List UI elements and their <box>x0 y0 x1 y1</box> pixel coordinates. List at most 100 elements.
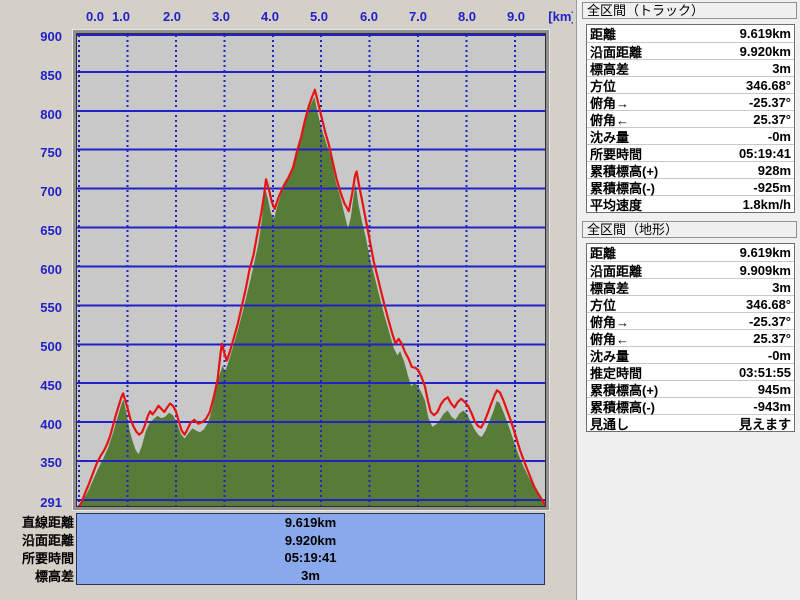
stat-row: 俯角← 25.37° <box>587 329 794 347</box>
x-axis-tick-label: 0.0 <box>85 9 105 24</box>
stat-value: 1.8km/h <box>742 196 791 212</box>
elevation-profile-svg <box>76 33 546 507</box>
stat-label: 沿面距離 <box>590 263 643 279</box>
stat-value: -25.37° <box>748 313 791 329</box>
stat-row: 所要時間 05:19:41 <box>587 144 794 162</box>
stat-row: 沈み量 -0m <box>587 127 794 145</box>
stat-value: 3m <box>772 279 791 295</box>
stat-value: 928m <box>757 162 791 178</box>
chart-frame <box>72 29 550 511</box>
stat-value: 346.68° <box>746 77 791 93</box>
stat-label: 俯角← <box>590 331 630 347</box>
stat-value: 03:51:55 <box>738 364 791 380</box>
stat-label: 推定時間 <box>590 365 643 381</box>
stat-label: 沈み量 <box>590 348 630 364</box>
stat-row: 俯角→ -25.37° <box>587 93 794 111</box>
stat-row: 方位 346.68° <box>587 76 794 94</box>
summary-label: 所要時間 <box>21 551 74 566</box>
stat-label: 俯角→ <box>590 314 630 330</box>
stat-label: 標高差 <box>590 280 630 296</box>
stat-value: 25.37° <box>753 330 791 346</box>
elevation-graph-region: 0.0 1.0 2.0 3.0 4.0 5.0 6.0 7.0 8.0 9.0 … <box>0 9 576 586</box>
y-axis-tick-label: 700 <box>40 184 62 199</box>
stat-row: 見通し 見えます <box>587 414 794 432</box>
stat-row: 沿面距離 9.920km <box>587 42 794 60</box>
x-axis-tick-label: 1.0 <box>111 9 131 24</box>
stat-row: 累積標高(+) 945m <box>587 380 794 398</box>
stat-label: 累積標高(+) <box>590 382 659 398</box>
stat-value: 3m <box>772 60 791 76</box>
track-stats-table: 距離 9.619km 沿面距離 9.920km 標高差 3m 方位 346.68° 俯角… <box>586 24 795 213</box>
elevation-profile-plot[interactable] <box>76 33 546 507</box>
summary-label: 直線距離 <box>21 515 74 530</box>
stat-label: 俯角→ <box>590 95 630 111</box>
stat-value: -943m <box>753 398 791 414</box>
stats-panel: 全区間（トラック） 距離 9.619km 沿面距離 9.920km 標高差 3m 方位… <box>577 0 800 600</box>
stat-value: 9.920km <box>739 43 791 59</box>
stat-value: -25.37° <box>748 94 791 110</box>
track-section-title: 全区間（トラック） <box>582 2 797 19</box>
stat-row: 累積標高(+) 928m <box>587 161 794 179</box>
stat-value: -0m <box>767 128 791 144</box>
terrain-stats-table: 距離 9.619km 沿面距離 9.909km 標高差 3m 方位 346.68° 俯角… <box>586 243 795 432</box>
x-axis-tick-label: 6.0 <box>359 9 379 24</box>
stat-label: 沈み量 <box>590 129 630 145</box>
stat-row: 俯角← 25.37° <box>587 110 794 128</box>
x-axis-tick-label: 9.0 <box>506 9 526 24</box>
stat-value: 9.909km <box>739 262 791 278</box>
stat-row: 方位 346.68° <box>587 295 794 313</box>
stat-label: 沿面距離 <box>590 44 643 60</box>
stat-value: 945m <box>757 381 791 397</box>
stat-value: 25.37° <box>753 111 791 127</box>
stat-label: 累積標高(-) <box>590 399 655 415</box>
x-axis-tick-label: 2.0 <box>162 9 182 24</box>
y-axis-tick-label: 450 <box>40 378 62 393</box>
stat-row: 俯角→ -25.37° <box>587 312 794 330</box>
stat-label: 俯角← <box>590 112 630 128</box>
stat-value: -0m <box>767 347 791 363</box>
stat-value: 見えます <box>738 416 791 432</box>
stat-row: 標高差 3m <box>587 59 794 77</box>
stat-label: 累積標高(-) <box>590 180 655 196</box>
summary-label-column: 直線距離 沿面距離 所要時間 標高差 <box>0 514 74 586</box>
stat-label: 平均速度 <box>590 197 643 213</box>
stat-row: 標高差 3m <box>587 278 794 296</box>
summary-value-distance: 9.619km <box>284 515 337 530</box>
stat-label: 累積標高(+) <box>590 163 659 179</box>
stat-row: 推定時間 03:51:55 <box>587 363 794 381</box>
stat-row: 累積標高(-) -943m <box>587 397 794 415</box>
terrain-section-title: 全区間（地形） <box>582 221 797 238</box>
y-axis-tick-label: 650 <box>40 223 62 238</box>
y-axis-tick-label: 400 <box>40 417 62 432</box>
summary-value-surface-distance: 9.920km <box>284 532 337 548</box>
stat-value: 9.619km <box>739 26 791 41</box>
stat-label: 方位 <box>590 78 617 94</box>
stat-value: 9.619km <box>739 245 791 260</box>
stat-row: 沈み量 -0m <box>587 346 794 364</box>
x-axis-unit-label: [km] <box>548 9 576 24</box>
stat-row: 沿面距離 9.909km <box>587 261 794 279</box>
y-axis-tick-label: 550 <box>40 300 62 315</box>
x-axis-tick-label: 4.0 <box>260 9 280 24</box>
stat-value: -925m <box>753 179 791 195</box>
summary-value-duration: 05:19:41 <box>284 550 337 565</box>
distance-summary-box: 9.619km 9.920km 05:19:41 3m <box>76 513 545 585</box>
summary-label: 標高差 <box>34 569 74 584</box>
stat-row: 平均速度 1.8km/h <box>587 195 794 213</box>
y-axis-tick-label: 500 <box>40 339 62 354</box>
stat-row: 累積標高(-) -925m <box>587 178 794 196</box>
stat-row: 距離 9.619km <box>587 244 794 261</box>
summary-value-elevation-diff: 3m <box>301 567 320 583</box>
y-axis-tick-label: 750 <box>40 145 62 160</box>
y-axis-tick-label: 350 <box>40 455 62 470</box>
y-axis-tick-label: 900 <box>40 29 62 44</box>
y-axis-tick-label: 600 <box>40 262 62 277</box>
x-axis-tick-label: 3.0 <box>211 9 231 24</box>
stat-label: 方位 <box>590 297 617 313</box>
stat-value: 05:19:41 <box>738 145 791 161</box>
stat-label: 所要時間 <box>590 146 643 162</box>
vertical-divider <box>573 0 577 600</box>
y-axis-tick-label: 800 <box>40 107 62 122</box>
stat-label: 距離 <box>590 246 617 261</box>
stat-label: 距離 <box>590 27 617 42</box>
